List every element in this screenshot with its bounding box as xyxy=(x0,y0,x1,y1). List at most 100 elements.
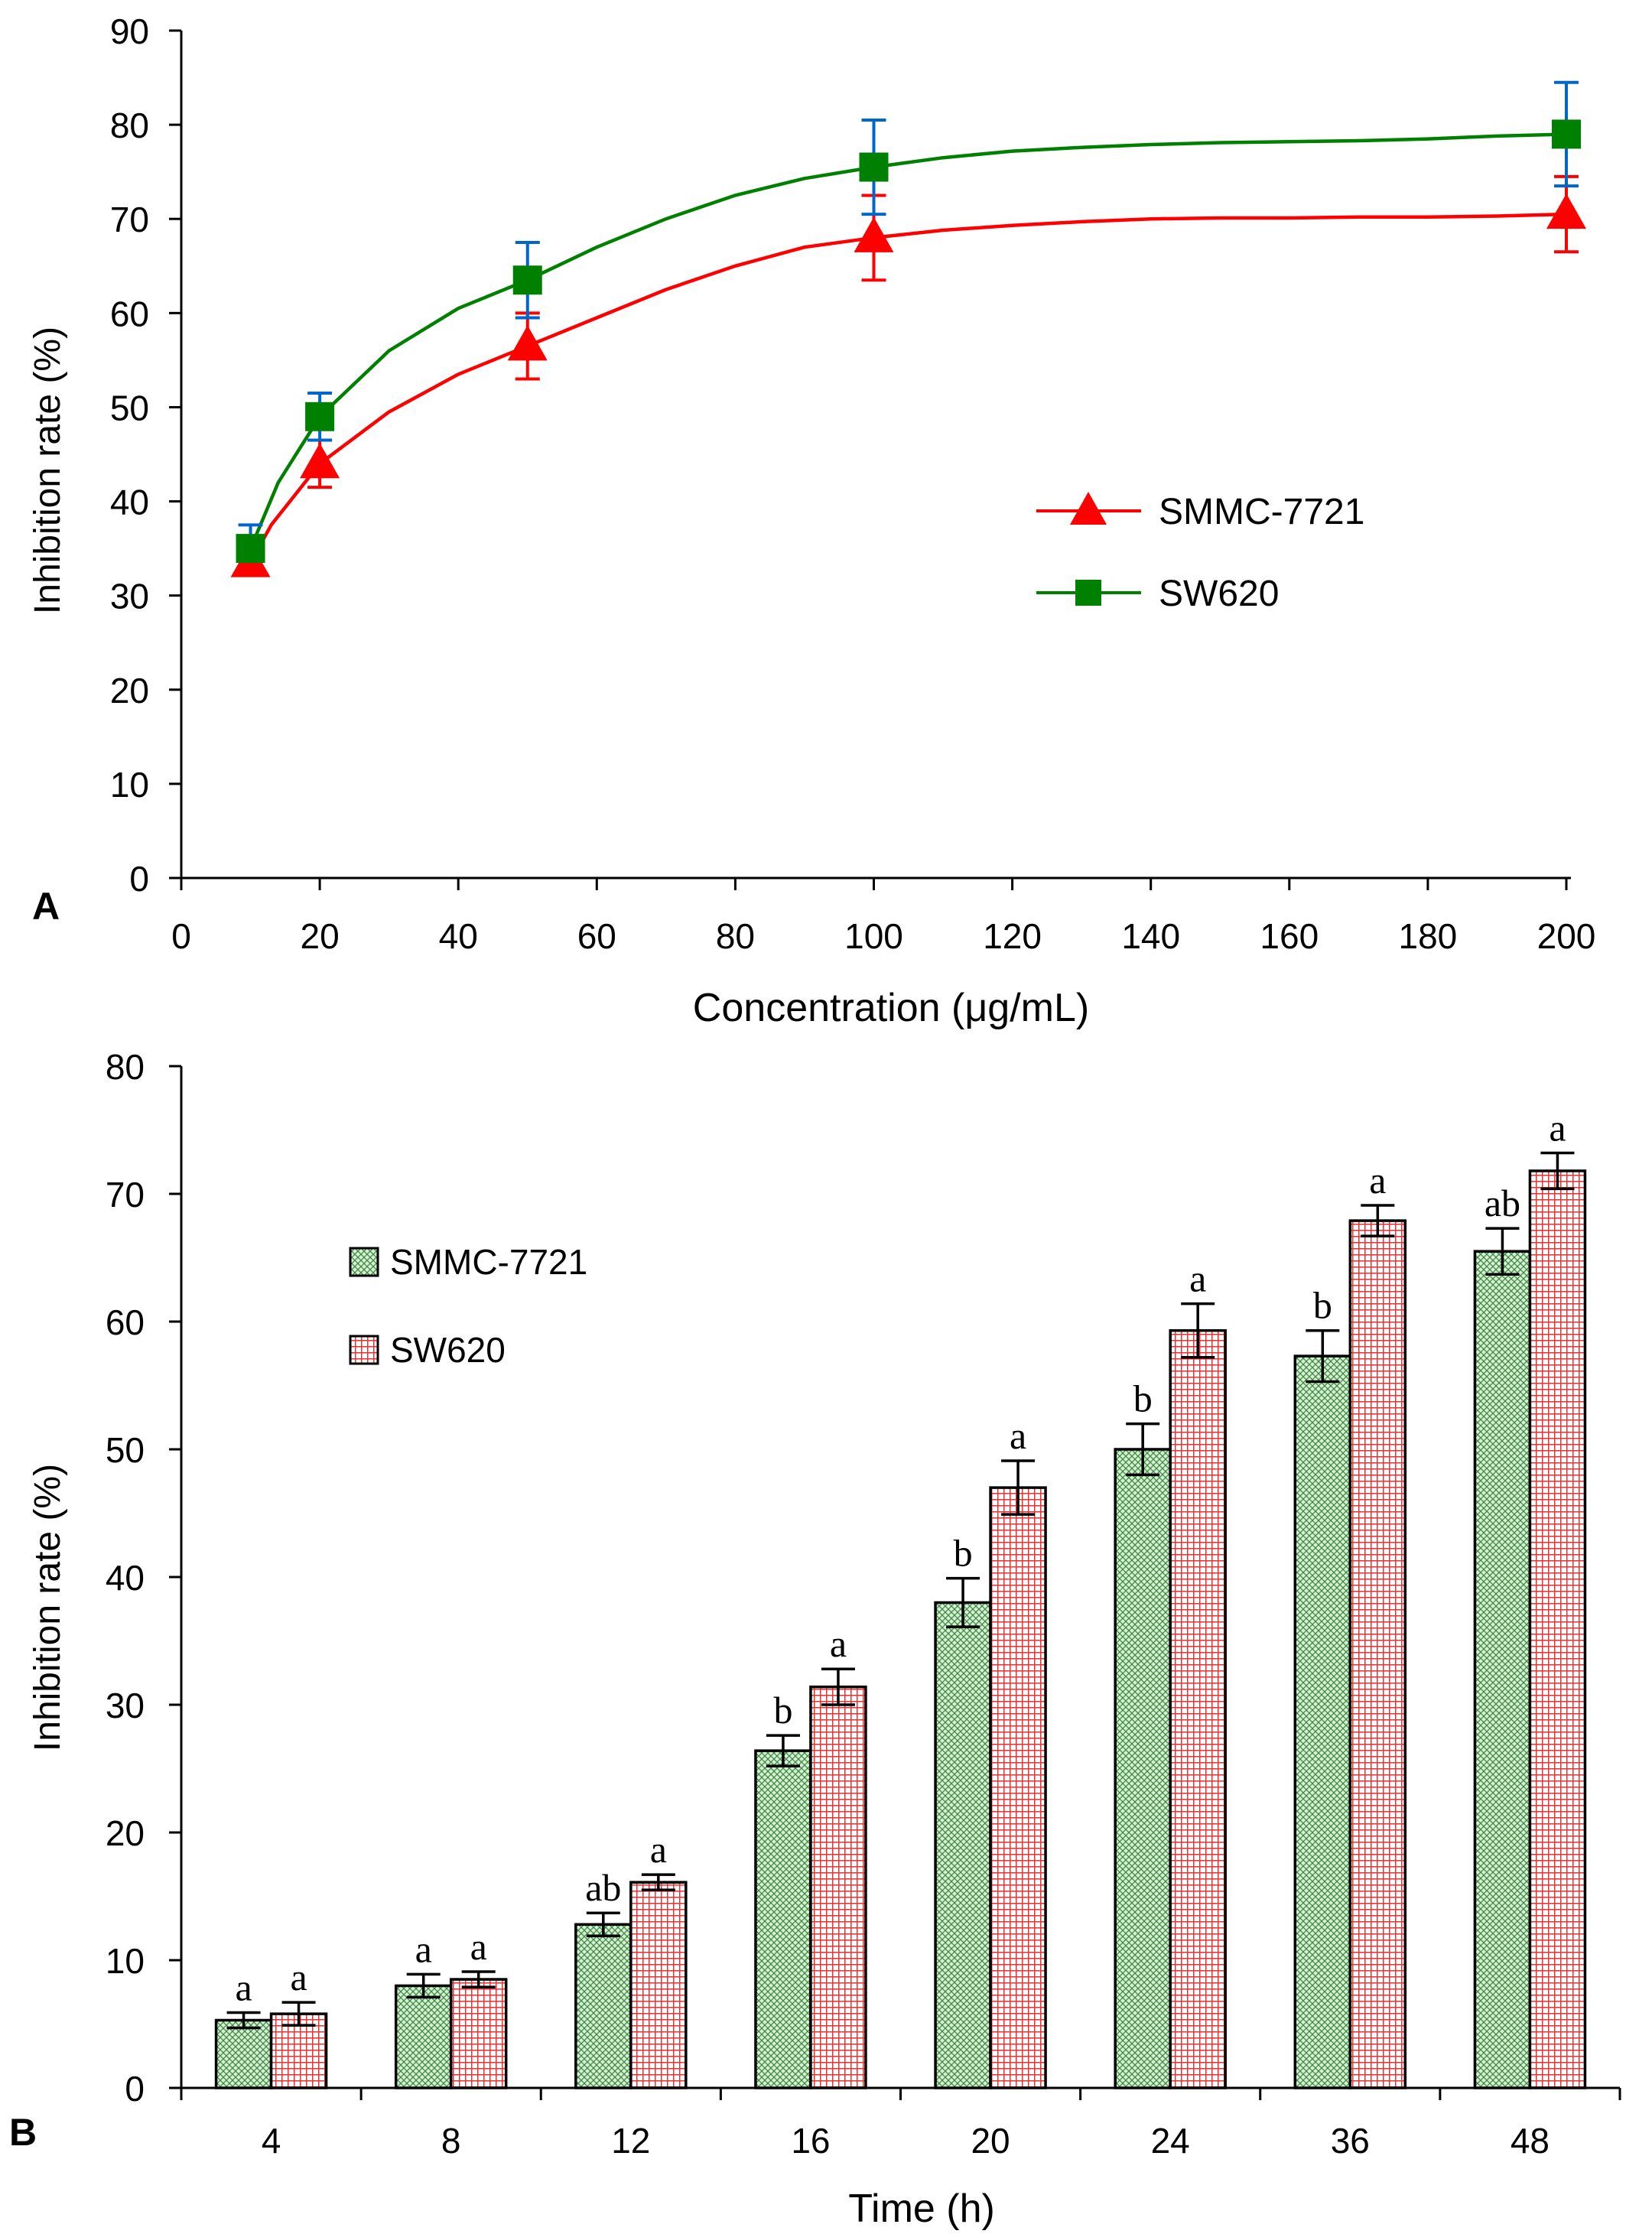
point-smmc-7721 xyxy=(1546,193,1586,229)
point-sw620 xyxy=(236,534,265,564)
panel-a-x-axis-title: Concentration (μg/mL) xyxy=(693,986,1089,1030)
significance-label: a xyxy=(470,1925,487,1968)
bar-smmc-7721 xyxy=(1293,1354,1352,2089)
y-tick-label: 20 xyxy=(106,1813,145,1853)
x-tick-label: 8 xyxy=(441,2121,461,2161)
legend-label-smmc-7721: SMMC-7721 xyxy=(390,1242,587,1282)
bar-sw620 xyxy=(1528,1169,1587,2089)
x-tick-label: 80 xyxy=(716,916,755,956)
legend-label-sw620: SW620 xyxy=(1159,574,1279,614)
line-smmc-7721 xyxy=(249,212,1567,564)
errorbar-sw620 xyxy=(281,2001,316,2027)
significance-label: b xyxy=(773,1689,792,1732)
legend-square-icon xyxy=(1075,580,1101,606)
errorbar-sw620 xyxy=(1540,1151,1575,1191)
significance-label: a xyxy=(235,1966,252,2008)
significance-label: b xyxy=(954,1532,973,1575)
panel-a-line-chart: A Concentration (μg/mL) Inhibition rate … xyxy=(28,11,1595,1030)
legend-swatch-smmc-7721 xyxy=(349,1247,379,1277)
panel-a-axes xyxy=(169,29,1571,890)
errorbar-smmc-7721 xyxy=(226,2011,261,2030)
x-tick-label: 16 xyxy=(791,2121,830,2161)
significance-label: ab xyxy=(585,1866,621,1909)
bar-smmc-7721 xyxy=(574,1923,633,2089)
legend-label-sw620: SW620 xyxy=(390,1330,506,1370)
significance-label: ab xyxy=(1485,1182,1520,1224)
x-tick-label: 100 xyxy=(844,916,903,956)
bar-sw620 xyxy=(1348,1219,1407,2089)
y-tick-label: 80 xyxy=(106,1047,145,1087)
errorbar-sw620 xyxy=(1181,1302,1215,1359)
errorbar-sw620 xyxy=(461,1970,496,1988)
y-tick-label: 0 xyxy=(129,859,149,899)
errorbar-sw620 xyxy=(1001,1459,1036,1516)
bar-smmc-7721 xyxy=(214,2018,273,2089)
line-sw620 xyxy=(249,132,1567,549)
x-tick-label: 140 xyxy=(1121,916,1180,956)
point-smmc-7721 xyxy=(854,216,894,252)
errorbar-sw620 xyxy=(821,1667,855,1706)
legend-swatch-sw620 xyxy=(349,1335,379,1365)
x-tick-label: 180 xyxy=(1399,916,1458,956)
errorbar-smmc-7721 xyxy=(406,1972,441,1999)
bar-smmc-7721 xyxy=(1473,1250,1532,2089)
errorbar-smmc-7721 xyxy=(766,1734,800,1767)
bar-sw620 xyxy=(629,1881,688,2089)
x-tick-label: 12 xyxy=(611,2121,650,2161)
x-tick-label: 48 xyxy=(1511,2121,1550,2161)
bar-sw620 xyxy=(1169,1328,1227,2089)
x-tick-label: 20 xyxy=(971,2121,1010,2161)
significance-label: a xyxy=(830,1622,847,1665)
significance-label: b xyxy=(1133,1377,1153,1420)
errorbar-smmc-7721 xyxy=(586,1911,620,1938)
panel-a-series xyxy=(230,80,1586,577)
panel-b-x-axis-title: Time (h) xyxy=(848,2187,995,2231)
errorbar-smmc-7721 xyxy=(946,1576,980,1628)
y-tick-label: 70 xyxy=(110,200,149,239)
y-tick-label: 10 xyxy=(110,765,149,805)
panel-b-legend: SMMC-7721 SW620 xyxy=(349,1242,587,1370)
point-sw620 xyxy=(512,265,542,295)
bar-sw620 xyxy=(449,1978,508,2089)
legend-triangle-icon xyxy=(1070,492,1107,525)
y-tick-label: 70 xyxy=(106,1175,145,1215)
panel-b-bar-chart: B Time (h) Inhibition rate (%) 0 10 20 30 40… xyxy=(9,1047,1621,2231)
y-tick-label: 90 xyxy=(110,11,149,51)
y-tick-label: 10 xyxy=(106,1941,145,1981)
y-tick-label: 80 xyxy=(110,106,149,145)
point-sw620 xyxy=(305,402,335,431)
significance-label: a xyxy=(1369,1159,1386,1202)
y-tick-label: 20 xyxy=(110,671,149,711)
errorbar-sw620 xyxy=(641,1873,675,1891)
x-tick-label: 20 xyxy=(301,916,340,956)
bar-smmc-7721 xyxy=(1114,1448,1172,2089)
point-sw620 xyxy=(859,152,889,182)
errorbar-smmc-7721 xyxy=(1485,1227,1520,1276)
panel-b-y-axis-title: Inhibition rate (%) xyxy=(28,1464,68,1751)
y-tick-label: 50 xyxy=(110,388,149,428)
x-tick-label: 200 xyxy=(1537,916,1596,956)
bar-sw620 xyxy=(989,1486,1047,2089)
bar-smmc-7721 xyxy=(394,1984,453,2089)
significance-label: a xyxy=(1549,1107,1566,1150)
x-tick-label: 0 xyxy=(171,916,191,956)
significance-label: a xyxy=(1010,1414,1026,1457)
panel-a-legend: SMMC-7721 SW620 xyxy=(1036,492,1364,614)
significance-label: a xyxy=(415,1927,432,1970)
significance-label: b xyxy=(1313,1284,1332,1327)
y-tick-label: 40 xyxy=(106,1558,145,1598)
errorbar-sw620 xyxy=(1361,1204,1395,1237)
bar-smmc-7721 xyxy=(754,1749,812,2089)
panel-a-y-axis-title: Inhibition rate (%) xyxy=(28,327,68,614)
panel-a-tick-labels: 0 10 20 30 40 50 60 70 80 90 0 20 40 60 80 100 120 140 160… xyxy=(110,11,1596,956)
point-sw620 xyxy=(1552,119,1581,149)
x-tick-label: 60 xyxy=(577,916,616,956)
y-tick-label: 60 xyxy=(106,1302,145,1342)
y-tick-label: 60 xyxy=(110,294,149,333)
significance-label: a xyxy=(650,1828,667,1871)
y-tick-label: 30 xyxy=(106,1686,145,1725)
panel-b-label: B xyxy=(9,2111,37,2154)
errorbar-smmc-7721 xyxy=(1126,1422,1160,1477)
